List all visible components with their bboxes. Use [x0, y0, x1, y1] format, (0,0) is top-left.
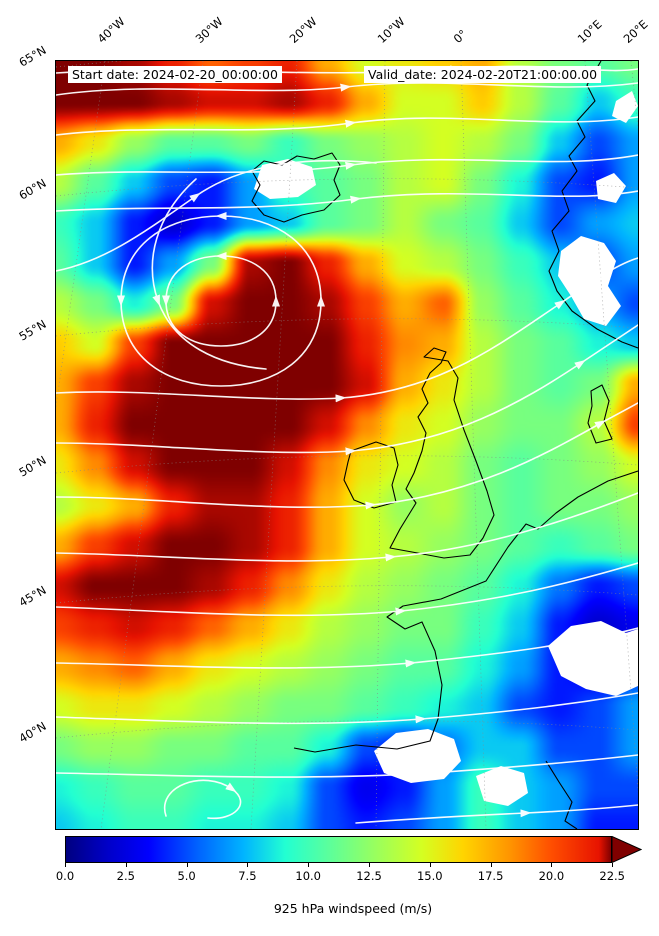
colorbar-tickmark: [308, 863, 310, 867]
streamline: [163, 779, 242, 820]
lon-tick-label: 10°W: [374, 14, 408, 46]
colorbar-tick-label: 20.0: [538, 869, 565, 883]
streamline: [56, 116, 638, 136]
colorbar: [65, 836, 642, 867]
colorbar-tickmark: [65, 863, 66, 867]
streamline: [56, 692, 638, 725]
lon-tick-label: 40°W: [94, 14, 128, 46]
graticule-meridian: [56, 61, 106, 409]
colorbar-tickmark: [247, 863, 249, 867]
valid-date-label: Valid_date: 2024-02-20T21:00:00.00: [364, 66, 602, 83]
streamline: [355, 804, 638, 824]
colorbar-title: 925 hPa windspeed (m/s): [273, 901, 433, 916]
colorbar-tick-label: 7.5: [238, 869, 257, 883]
streamline: [56, 159, 377, 272]
colorbar-tickmark: [490, 863, 492, 867]
lat-tick-label: 65°N: [16, 42, 49, 70]
streamline: [56, 82, 638, 96]
colorbar-tick-label: 10.0: [295, 869, 321, 883]
streamline: [56, 154, 638, 176]
streamline: [56, 754, 638, 778]
colorbar-tickmark: [612, 863, 614, 867]
lat-tick-label: 50°N: [16, 452, 49, 480]
colorbar-extend-arrow: [612, 836, 642, 863]
terrain-mask: [596, 173, 626, 203]
graticule-meridian: [250, 61, 298, 829]
colorbar-tickmark: [186, 863, 188, 867]
streamline: [56, 324, 638, 456]
coastline: [548, 61, 638, 349]
terrain-mask: [374, 729, 461, 783]
colorbar-tick-label: 5.0: [177, 869, 196, 883]
terrain-mask: [612, 91, 638, 123]
colorbar-tick-label: 12.5: [356, 869, 382, 883]
colorbar-tick-label: 17.5: [477, 869, 504, 883]
map-frame: Start date: 2024-02-20_00:00:00 Valid_da…: [55, 60, 639, 830]
colorbar-tick-label: 15.0: [416, 869, 443, 883]
graticule-meridian: [630, 61, 638, 132]
map-overlay-svg: [56, 61, 638, 829]
lon-tick-label: 0°: [450, 26, 470, 46]
streamline: [56, 190, 638, 212]
streamline: [56, 562, 638, 617]
graticule-parallel: [56, 585, 638, 604]
colorbar-tick-label: 0.0: [55, 869, 75, 883]
graticule-layer: [56, 61, 638, 829]
graticule-parallel: [56, 178, 638, 197]
graticule-parallel: [56, 318, 638, 337]
coastline: [343, 441, 399, 509]
streamline: [56, 627, 638, 669]
terrain-mask: [558, 236, 621, 326]
streamline: [56, 257, 638, 403]
latitude-axis: 65°N 60°N 55°N 50°N 45°N 40°N: [0, 0, 55, 936]
lat-tick-label: 45°N: [16, 582, 49, 610]
streamline: [117, 212, 325, 387]
terrain-mask: [254, 159, 316, 199]
lat-tick-label: 55°N: [16, 316, 49, 344]
lon-tick-label: 20°W: [286, 14, 320, 46]
streamline: [151, 178, 267, 370]
terrain-mask: [476, 766, 528, 806]
lon-tick-label: 20°E: [620, 17, 651, 46]
graticule-meridian: [584, 61, 638, 793]
coastline: [293, 470, 638, 753]
colorbar-tickmark: [369, 863, 370, 867]
longitude-axis: 40°W 30°W 20°W 10°W 0° 10°E 20°E: [0, 0, 659, 60]
coastline: [587, 384, 613, 444]
streamline: [162, 252, 281, 347]
lat-tick-label: 40°N: [16, 718, 49, 746]
coastline: [389, 347, 495, 559]
lon-tick-label: 30°W: [192, 14, 226, 46]
colorbar-tick-label: 22.5: [599, 869, 625, 883]
terrain-mask-layer: [254, 91, 638, 806]
colorbar-tickmark: [125, 863, 127, 867]
start-date-label: Start date: 2024-02-20_00:00:00: [68, 66, 282, 83]
coastline: [545, 760, 578, 829]
streamline-layer: [56, 65, 638, 824]
colorbar-tick-label: 2.5: [116, 869, 135, 883]
streamline: [56, 402, 638, 510]
colorbar-gradient: [65, 836, 612, 863]
lon-tick-label: 10°E: [574, 17, 605, 46]
colorbar-ticks: 0.0 2.5 5.0 7.5 10.0 12.5 15.0 17.5 20.0 22.5: [56, 869, 641, 883]
streamline: [56, 492, 638, 562]
terrain-mask: [548, 621, 638, 696]
colorbar-tickmark: [551, 863, 553, 867]
colorbar-tickmark: [429, 863, 431, 867]
lat-tick-label: 60°N: [16, 175, 49, 203]
